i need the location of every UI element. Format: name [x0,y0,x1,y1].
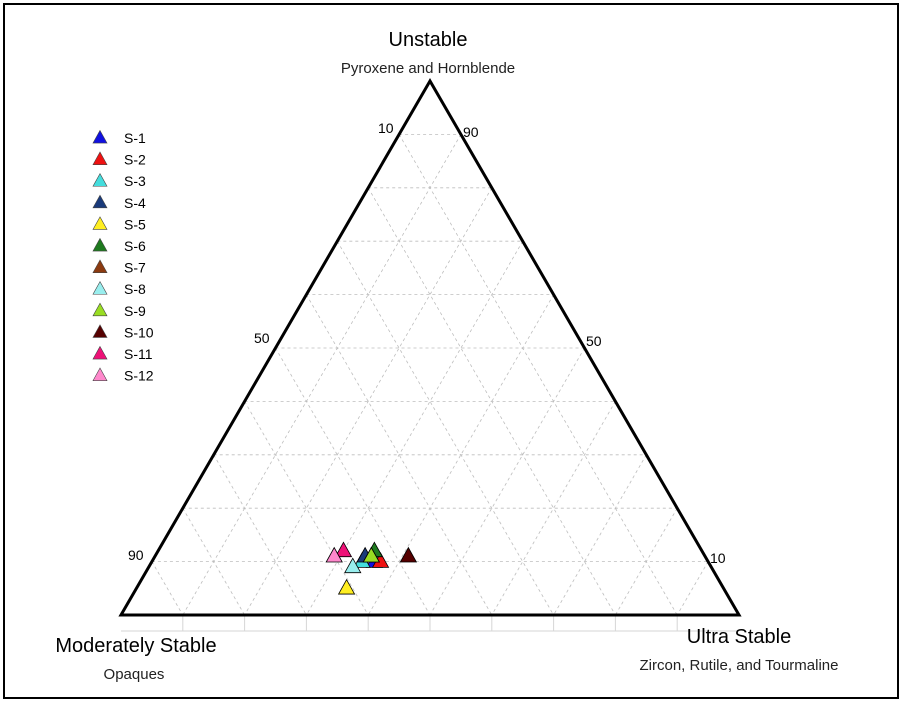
legend-marker-s-5 [92,216,108,230]
legend-label-s-6: S-6 [124,238,146,254]
top-apex-subtitle: Pyroxene and Hornblende [341,60,515,77]
legend-marker-s-1 [92,129,108,144]
point-s-9 [362,546,380,563]
triangle-edges [118,78,742,617]
legend-marker-s-6 [92,237,108,252]
legend: S-1 S-2 S-3 S-4 S-5 S-6 S-7 S-8 S-9 S-10 S-11 S-12 [92,129,154,384]
grid-line-moderate-10 [398,134,678,616]
legend-label-s-8: S-8 [124,281,146,297]
left-edge-tick-10: 10 [378,120,394,136]
legend-marker-s-2 [92,151,108,165]
legend-marker-s-12 [92,367,108,381]
apex-labels: Unstable Pyroxene and Hornblende Moderat… [55,29,838,683]
grid-line-moderate-50 [275,347,431,616]
right-edge-tick-10: 10 [710,550,726,566]
baseline-shadow [121,615,739,632]
legend-marker-s-10 [92,324,108,338]
legend-label-s-9: S-9 [124,303,146,319]
grid-line-ultra-50 [429,347,585,616]
top-apex-title: Unstable [389,29,468,51]
point-s-8 [344,557,362,574]
legend-marker-s-9 [92,302,108,317]
legend-label-s-12: S-12 [124,368,154,384]
left-apex-title: Moderately Stable [55,635,216,657]
point-s-5 [337,578,356,595]
grid-line-moderate-80 [182,507,245,616]
left-edge-tick-90: 90 [128,547,144,563]
legend-label-s-3: S-3 [124,173,146,189]
right-edge-tick-90: 90 [463,124,479,140]
point-s-10 [399,546,418,563]
grid-line-ultra-90 [676,561,709,616]
legend-marker-s-7 [92,259,108,273]
left-edge-tick-50: 50 [254,330,270,346]
grid-line-ultra-80 [615,507,678,616]
right-apex-subtitle: Zircon, Rutile, and Tourmaline [640,657,839,674]
grid-line-ultra-60 [491,401,616,616]
grid-line-moderate-70 [213,454,307,616]
legend-label-s-10: S-10 [124,324,154,340]
legend-label-s-1: S-1 [124,130,146,146]
data-points [325,541,418,595]
grid-layer [151,133,709,616]
legend-label-s-2: S-2 [124,152,146,168]
grid-line-ultra-20 [244,187,493,616]
point-s-11 [334,541,353,558]
legend-label-s-5: S-5 [124,216,146,232]
grid-line-ultra-70 [553,454,647,616]
left-apex-subtitle: Opaques [104,666,165,683]
right-apex-title: Ultra Stable [687,626,792,648]
point-s-12 [325,546,343,563]
legend-label-s-7: S-7 [124,260,146,276]
legend-label-s-11: S-11 [124,346,153,362]
legend-marker-s-11 [92,345,108,360]
right-edge-tick-50: 50 [586,333,602,349]
legend-marker-s-8 [92,281,108,295]
grid-line-moderate-90 [151,561,184,616]
grid-line-moderate-60 [244,401,369,616]
triangle-outline [118,78,742,617]
grid-line-ultra-10 [182,134,462,616]
legend-marker-s-4 [92,194,108,209]
legend-label-s-4: S-4 [124,195,146,211]
legend-marker-s-3 [92,173,108,187]
tick-labels: 10 50 90 90 50 10 [128,120,726,566]
